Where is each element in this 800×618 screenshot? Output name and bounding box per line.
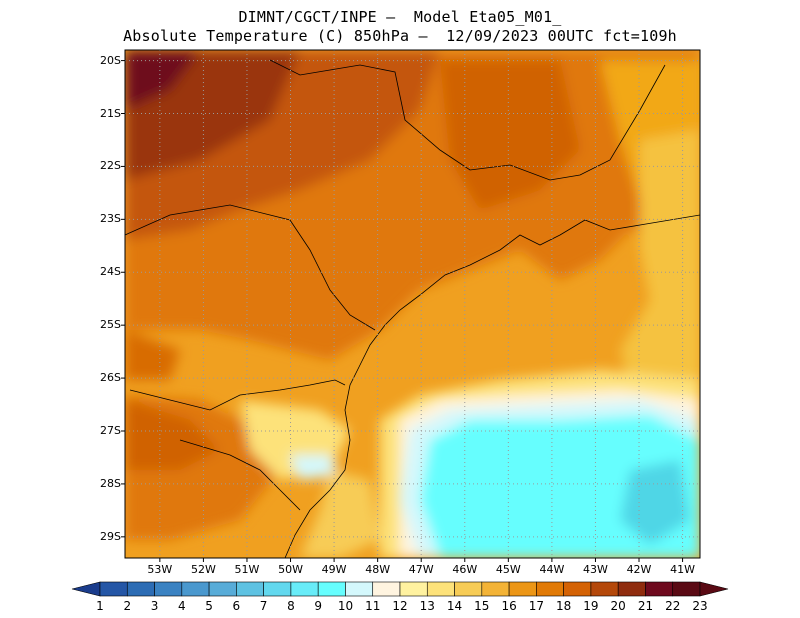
colorbar-label: 8: [287, 599, 295, 613]
chart-title-line1: DIMNT/CGCT/INPE — Model Eta05_M01_: [238, 8, 562, 26]
lat-label: 21S: [100, 106, 121, 120]
colorbar-label: 2: [123, 599, 132, 613]
temperature-field: [125, 50, 700, 558]
colorbar-label: 6: [232, 599, 241, 613]
colorbar-label: 17: [528, 599, 544, 613]
colorbar-label: 19: [583, 599, 599, 613]
map-grid: [125, 50, 700, 558]
colorbar-swatch: [236, 581, 264, 597]
colorbar-label: 3: [150, 599, 159, 613]
colorbar-swatch: [372, 581, 401, 597]
lat-label: 28S: [100, 476, 121, 490]
lon-label: 41W: [670, 563, 695, 576]
colorbar-label: 23: [692, 599, 708, 613]
colorbar-swatch: [617, 581, 646, 597]
colorbar-label: 9: [314, 599, 322, 613]
colorbar-swatch: [154, 581, 183, 597]
colorbar-label: 20: [610, 599, 626, 613]
lat-label: 29S: [100, 529, 121, 543]
lat-label: 24S: [100, 265, 121, 279]
colorbar-label: 14: [446, 599, 463, 613]
lon-label: 47W: [408, 563, 434, 576]
colorbar-label: 11: [365, 599, 381, 613]
colorbar-label: 12: [392, 599, 408, 613]
lon-label: 43W: [583, 563, 608, 576]
lat-label: 27S: [100, 424, 121, 437]
colorbar-swatch: [181, 581, 210, 597]
colorbar-swatch: [208, 581, 237, 597]
lat-label: 23S: [100, 212, 121, 226]
lon-label: 42W: [626, 563, 652, 576]
colorbar-label: 13: [419, 599, 435, 613]
lon-label: 49W: [321, 563, 347, 576]
map-frame: [124, 49, 701, 559]
colorbar-arrow-low: [71, 581, 101, 597]
colorbar-arrow-high: [699, 581, 729, 597]
colorbar-swatch: [99, 581, 128, 597]
lon-label: 44W: [539, 563, 565, 576]
colorbar-label: 18: [555, 599, 572, 613]
colorbar-swatch: [508, 581, 537, 597]
colorbar-swatch: [672, 581, 701, 597]
colorbar-label: 5: [205, 599, 213, 613]
colorbar-swatch: [481, 581, 510, 597]
colorbar-label: 4: [177, 599, 186, 613]
colorbar-swatch: [645, 581, 674, 597]
axis-ticks: [121, 60, 684, 562]
colorbar-label: 21: [637, 599, 654, 613]
lon-label: 52W: [190, 563, 216, 576]
colorbar-swatch: [536, 581, 564, 597]
colorbar-swatch: [263, 581, 292, 597]
colorbar-swatch: [454, 581, 483, 597]
colorbar-label: 16: [501, 599, 517, 613]
lat-label: 20S: [100, 53, 121, 67]
colorbar-swatch: [399, 581, 428, 597]
colorbar-label: 22: [665, 599, 681, 613]
coastline: [125, 59, 700, 558]
lon-label: 45W: [495, 563, 521, 576]
colorbar-swatch: [590, 581, 619, 597]
lon-label: 46W: [452, 563, 478, 576]
lon-label: 53W: [147, 563, 173, 576]
lat-label: 25S: [100, 318, 121, 332]
colorbar-label: 7: [259, 599, 268, 613]
lat-label: 22S: [100, 159, 121, 173]
colorbar-swatch: [426, 581, 455, 597]
colorbar-label: 10: [337, 599, 354, 613]
lon-label: 50W: [278, 563, 303, 576]
lon-label: 48W: [365, 563, 391, 576]
colorbar-swatch: [317, 581, 346, 597]
colorbar-swatch: [563, 581, 592, 597]
colorbar-swatch: [290, 581, 319, 597]
lat-label: 26S: [100, 371, 121, 385]
colorbar-label: 15: [474, 599, 490, 613]
chart-title-line2: Absolute Temperature (C) 850hPa — 12/09/…: [123, 27, 677, 45]
colorbar-label: 1: [96, 599, 104, 613]
colorbar-swatch: [345, 581, 374, 597]
colorbar: [71, 581, 729, 597]
lon-label: 51W: [234, 563, 260, 576]
colorbar-swatch: [126, 581, 155, 597]
